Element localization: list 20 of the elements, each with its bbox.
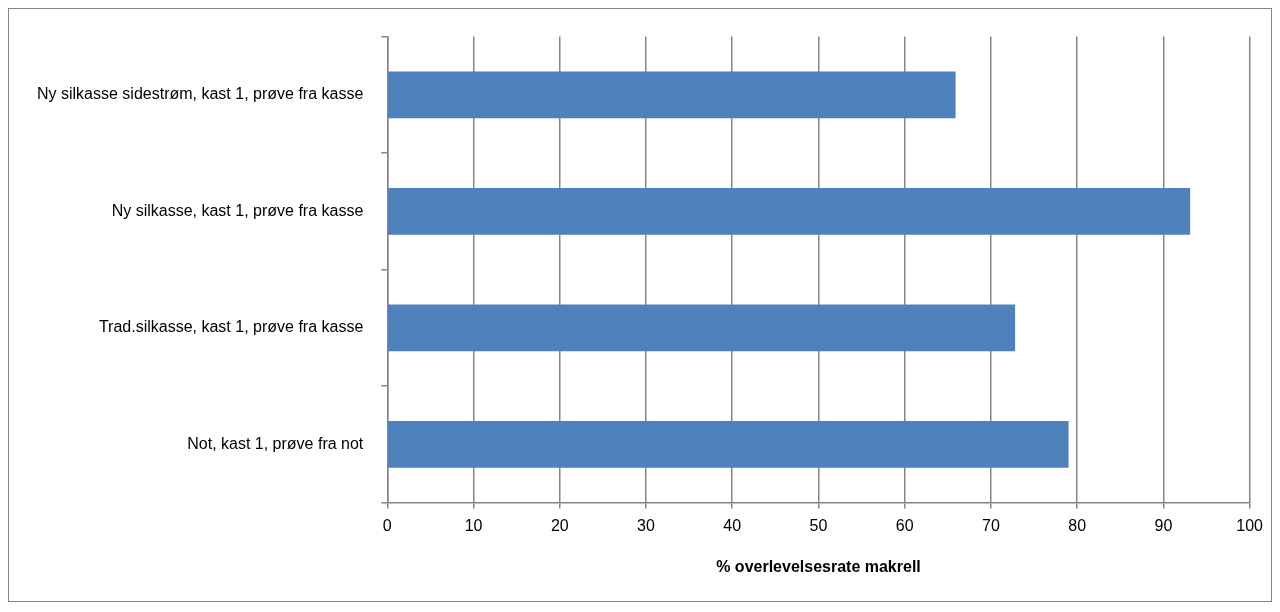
x-tick-label: 0 [382,516,392,534]
x-tick-label: 10 [464,516,483,534]
x-tick-label: 20 [550,516,569,534]
bar [388,188,1191,235]
x-tick-label: 60 [895,516,914,534]
y-tick-label: Not, kast 1, prøve fra not [187,434,364,452]
x-axis-title: % overlevelsesrate makrell [716,557,921,575]
x-tick-label: 80 [1068,516,1087,534]
x-tick-label: 70 [982,516,1000,534]
x-tick-label: 40 [723,516,742,534]
bar [388,421,1069,468]
x-tick-label: 100 [1236,516,1264,534]
x-tick-label: 50 [809,516,828,534]
x-tick-label: 90 [1154,516,1173,534]
bar [388,304,1016,352]
y-tick-label: Ny silkasse, kast 1, prøve fra kasse [111,201,364,219]
bar [388,71,956,119]
x-tick-label: 30 [637,516,656,534]
y-tick-label: Ny silkasse sidestrøm, kast 1, prøve fra kasse [36,85,364,103]
y-tick-label: Trad.silkasse, kast 1, prøve fra kasse [98,318,364,336]
